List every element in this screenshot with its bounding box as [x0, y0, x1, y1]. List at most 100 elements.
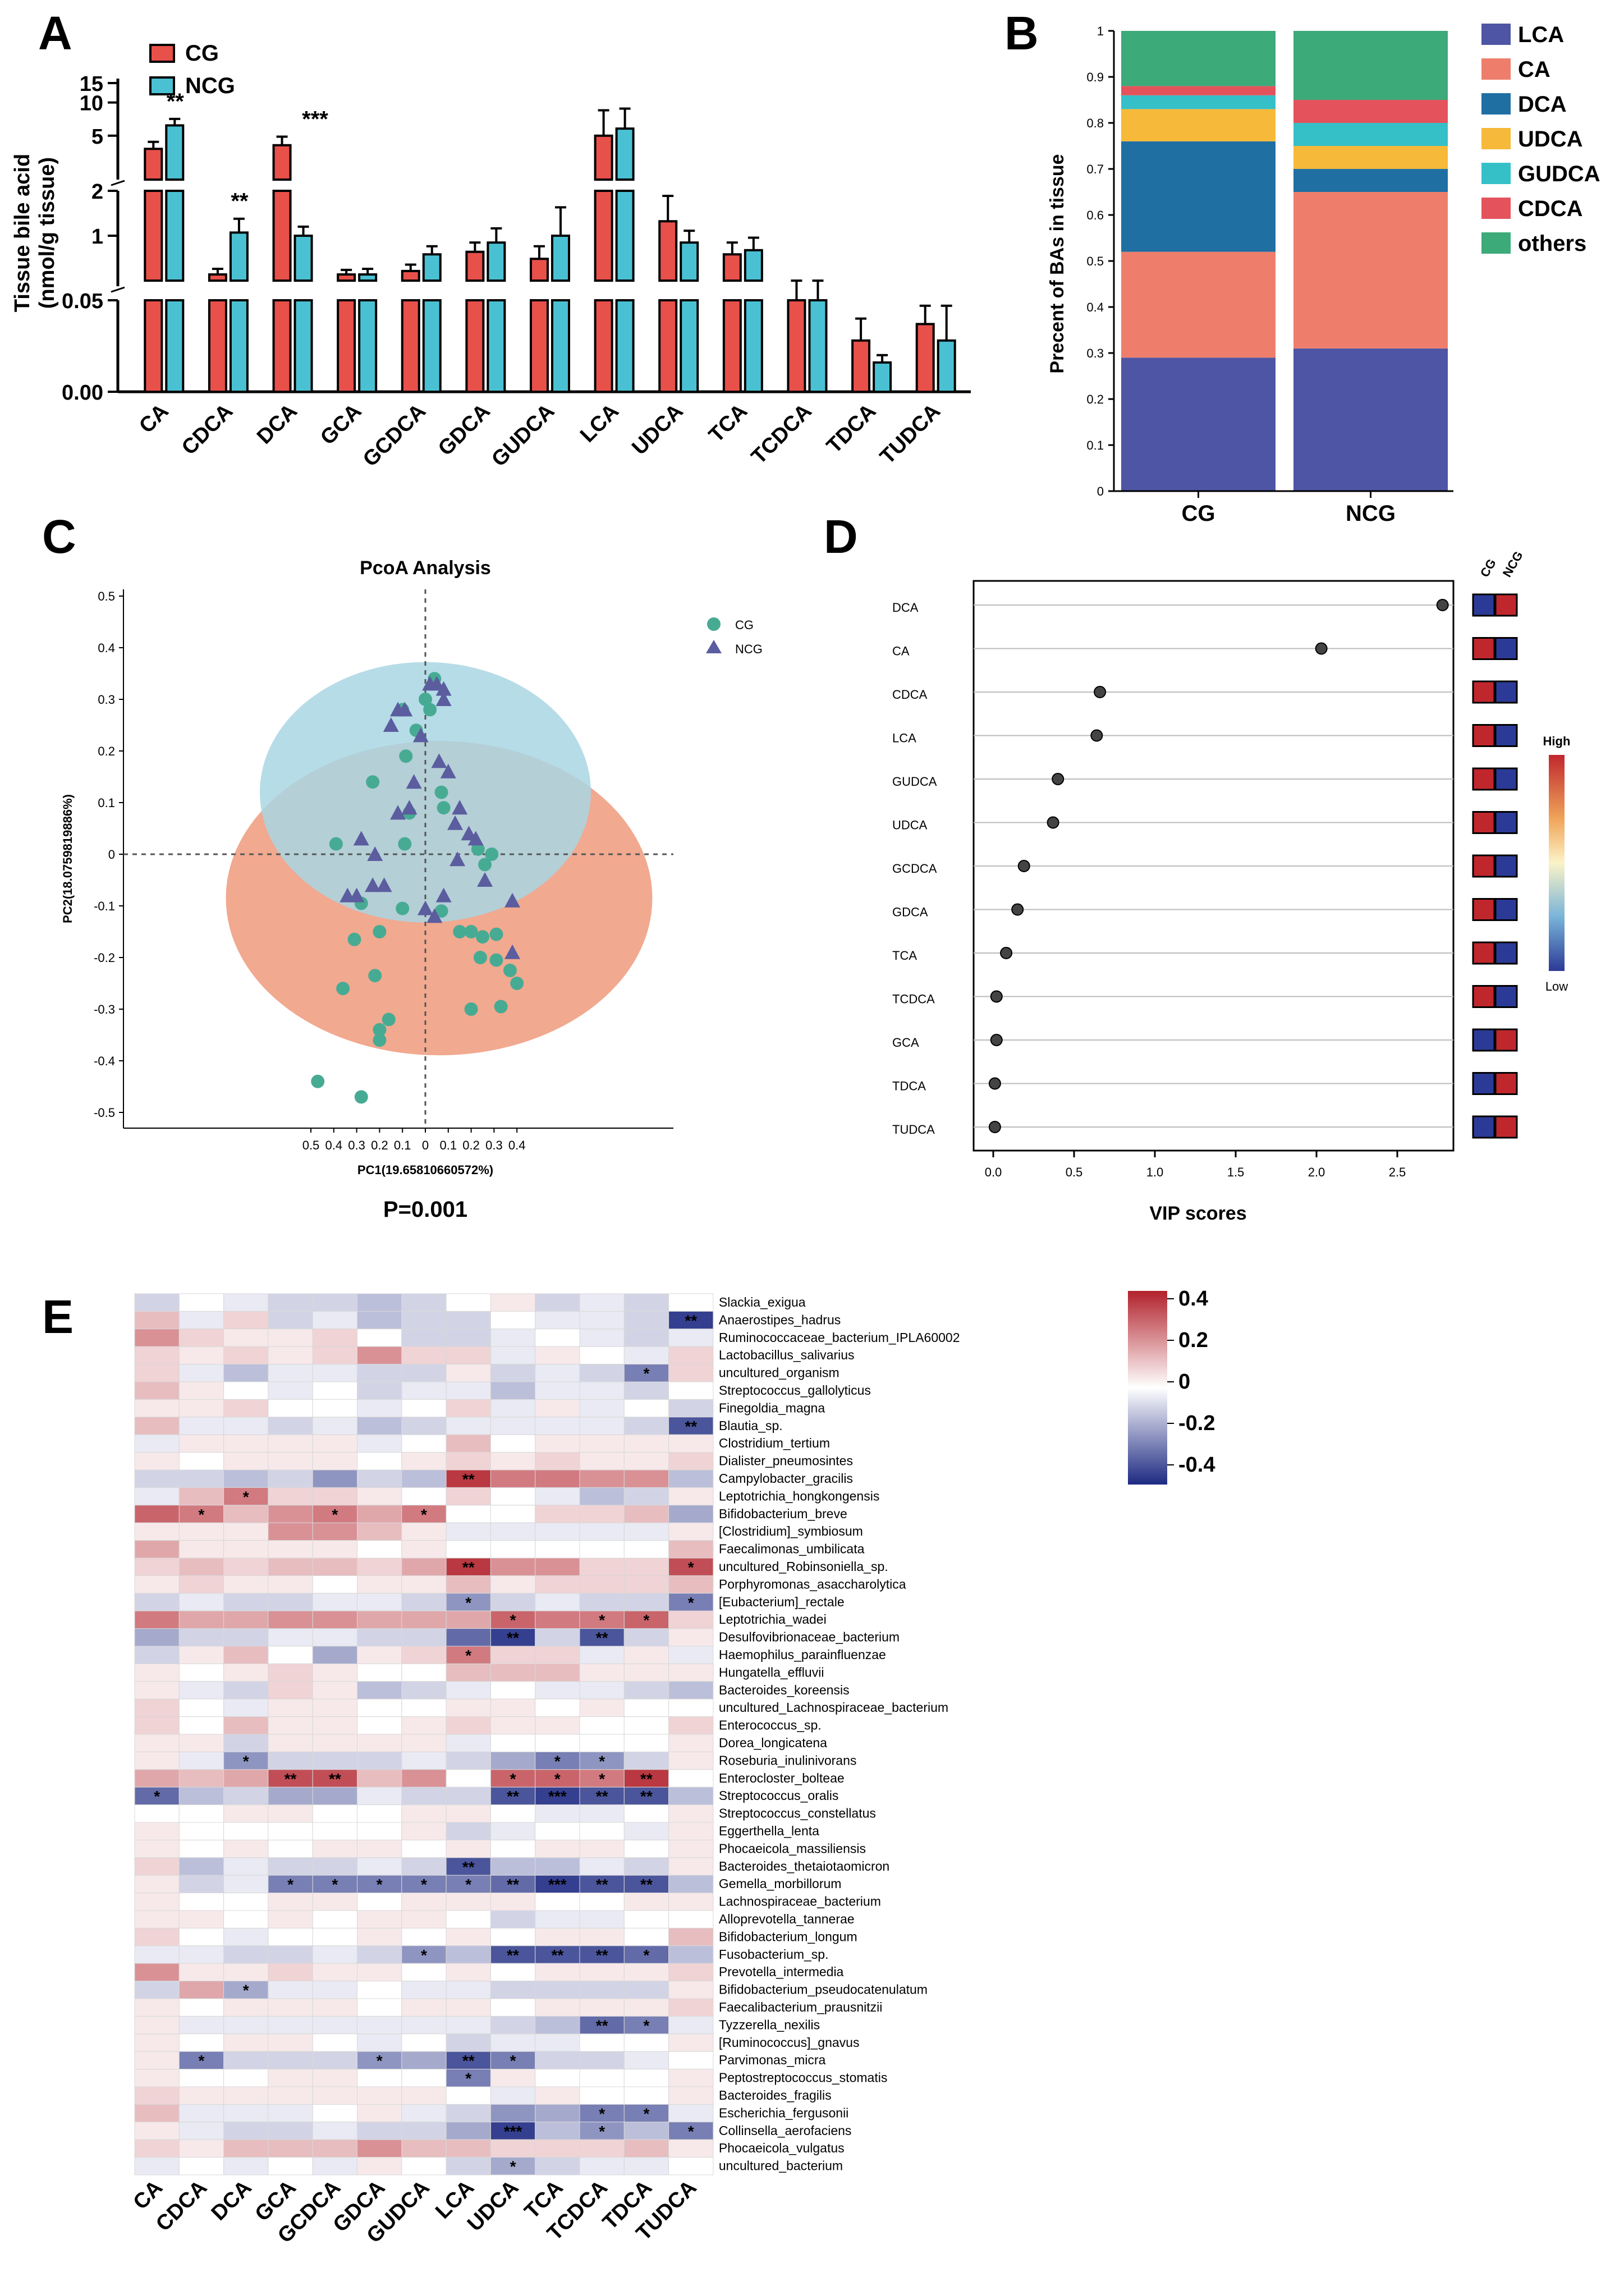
- heat-cell: [134, 1910, 180, 1928]
- colorbar-tick-label: 0.4: [1178, 1287, 1208, 1311]
- heat-cell: [312, 2033, 358, 2052]
- heat-cell: [134, 1522, 180, 1541]
- point-ncg: [467, 831, 484, 846]
- heat-cell: [579, 1998, 625, 2017]
- y-tick-label: 0.00: [62, 381, 103, 405]
- heat-cell: [623, 1839, 669, 1858]
- heat-cell: [535, 1311, 580, 1330]
- y-tick-label: 0.5: [98, 589, 115, 603]
- heat-cell: [446, 2051, 491, 2070]
- bar-ncg-tca: [744, 299, 763, 393]
- heat-cell: [401, 1329, 447, 1347]
- heat-cell: [312, 2122, 358, 2140]
- heat-cell: [446, 1293, 491, 1312]
- heat-cell: [623, 1910, 669, 1928]
- legend-swatch-others: [1481, 232, 1511, 254]
- heat-cell: [401, 1893, 447, 1911]
- heat-cell: [357, 1927, 402, 1946]
- heat-cell: [579, 1329, 625, 1347]
- heat-cell: [668, 1804, 714, 1823]
- heat-cell: [535, 2086, 580, 2105]
- x-tick-label-dca: DCA: [253, 400, 302, 449]
- heat-cell: [178, 2122, 224, 2140]
- heat-cell: [446, 1769, 491, 1788]
- heat-cell: [446, 1469, 491, 1488]
- point-ncg: [390, 805, 406, 820]
- heat-cell: [535, 1893, 580, 1911]
- point-cg: [347, 932, 361, 946]
- row-label: Lachnospiraceae_bacterium: [719, 1894, 881, 1909]
- heat-cell: [446, 1522, 491, 1541]
- significance-star: *: [510, 1611, 516, 1629]
- heat-cell: [535, 1610, 580, 1629]
- heat-cell: [357, 1399, 402, 1418]
- point-cg: [434, 785, 448, 799]
- heat-cell: [446, 1893, 491, 1911]
- segment-lca-ncg: [1293, 348, 1448, 491]
- heat-cell: [223, 2122, 269, 2140]
- heat-cell-ncg-gcdca: [1494, 854, 1518, 878]
- heat-cell: [357, 1381, 402, 1400]
- heat-cell-ncg-udca: [1494, 811, 1518, 834]
- heat-cell: [134, 1716, 180, 1735]
- heat-cell: [668, 1434, 714, 1453]
- point-ncg: [397, 702, 413, 717]
- heat-cell: [357, 1910, 402, 1928]
- heat-cell: [268, 1698, 313, 1717]
- y-tick-label: 0.05: [62, 290, 103, 313]
- heat-cell: [312, 1540, 358, 1559]
- heat-cell: [446, 1381, 491, 1400]
- heat-cell: [134, 2139, 180, 2158]
- heat-cell: [312, 1399, 358, 1418]
- heat-cell-ncg-ca: [1494, 637, 1518, 660]
- heat-cell: [401, 1558, 447, 1576]
- y-tick-label: 0.4: [98, 641, 115, 655]
- point-cg: [382, 1013, 396, 1027]
- heat-cell: [268, 1364, 313, 1382]
- y-tick-label: 0.5: [1086, 254, 1104, 268]
- row-label: Anaerostipes_hadrus: [719, 1312, 841, 1327]
- heat-cell: [178, 1311, 224, 1330]
- heat-cell: [579, 1822, 625, 1840]
- row-label: Gemella_morbillorum: [719, 1876, 842, 1891]
- significance-star: *: [643, 1946, 649, 1964]
- x-tick-label-gdca: GDCA: [434, 400, 495, 461]
- heat-cell: [579, 1910, 625, 1928]
- heat-cell: [490, 2104, 536, 2123]
- heat-cell: [178, 1646, 224, 1664]
- heat-cell: [178, 1469, 224, 1488]
- heat-cell: [223, 1945, 269, 1964]
- heat-cell: [401, 1293, 447, 1312]
- heat-cell-cg-ca: [1472, 637, 1495, 660]
- heat-cell: [268, 2122, 313, 2140]
- heat-cell: [223, 1716, 269, 1735]
- heat-cell: [446, 1998, 491, 2017]
- heat-cell: [535, 1734, 580, 1752]
- point-cg: [366, 775, 380, 789]
- heat-cell: [401, 2069, 447, 2087]
- heat-cell: [535, 1875, 580, 1894]
- heat-cell: [446, 1329, 491, 1347]
- heat-cell: [312, 1698, 358, 1717]
- heat-cell: [178, 1434, 224, 1453]
- heat-cell: [535, 1822, 580, 1840]
- significance-star: **: [329, 1770, 341, 1788]
- bar-cg-gca: [337, 273, 356, 282]
- heat-cell: [178, 1293, 224, 1312]
- heat-cell: [178, 1346, 224, 1365]
- heat-cell: [312, 1346, 358, 1365]
- x-tick-label-udca: UDCA: [627, 400, 687, 460]
- vip-point-cdca: [1094, 686, 1107, 698]
- x-tick-label: 0.1: [440, 1138, 457, 1152]
- heat-cell: [357, 1628, 402, 1647]
- heat-cell: [312, 1593, 358, 1611]
- heat-cell: [134, 2015, 180, 2035]
- heat-cell: [357, 1540, 402, 1559]
- heat-cell: [623, 1540, 669, 1559]
- segment-others-cg: [1121, 31, 1276, 86]
- point-ncg: [504, 944, 521, 959]
- heat-cell: [668, 2015, 714, 2035]
- heat-cell: [178, 1945, 224, 1964]
- heat-cell: [401, 1381, 447, 1400]
- heat-cell: [446, 2104, 491, 2123]
